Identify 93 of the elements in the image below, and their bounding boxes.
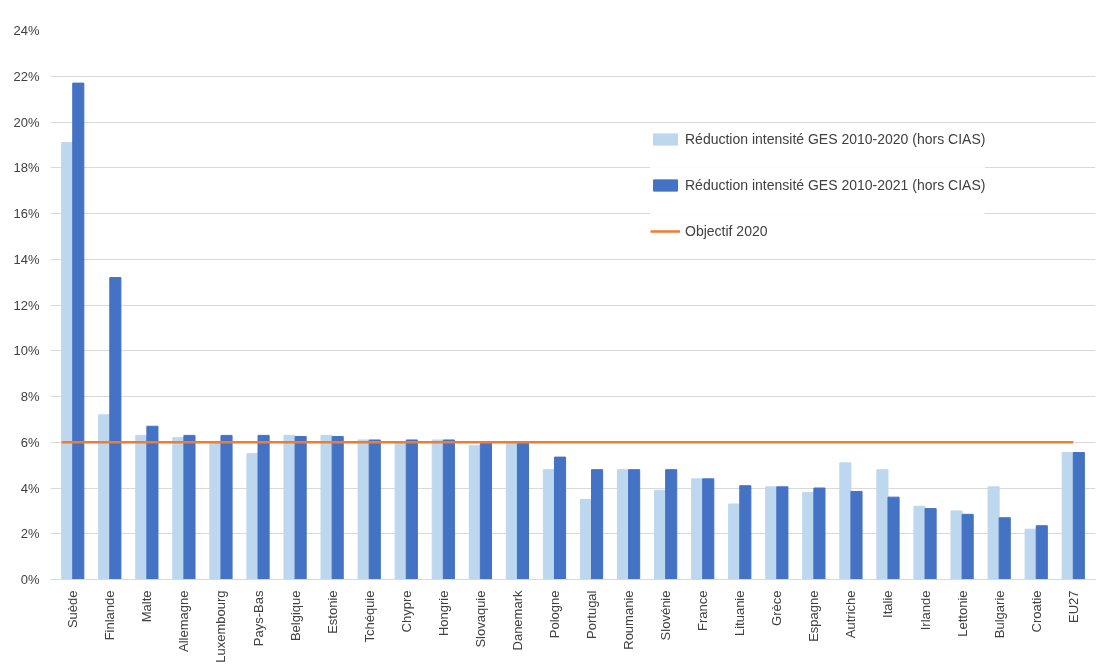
x-tick-label: Slovaquie [472,590,488,648]
bar [739,485,752,580]
x-tick-label: Roumanie [621,590,637,650]
bar [579,498,593,580]
bar [616,469,630,580]
bar [813,487,826,580]
x-tick-label: Slovénie [658,590,674,641]
bar [950,510,963,580]
y-tick-label: 0% [20,572,40,587]
x-tick-label: France [695,590,711,631]
bar [61,142,74,580]
bar [368,439,381,580]
bar [1035,525,1048,580]
bar [691,478,704,580]
x-tick-label: Grèce [769,590,785,626]
bar [628,469,641,580]
x-tick-label: Portugal [584,590,600,639]
bar [924,508,937,580]
y-tick-label: 2% [20,526,40,542]
bar [357,439,370,580]
y-tick-label: 4% [20,480,40,496]
x-tick-label: Autriche [843,590,859,639]
bar [998,517,1011,580]
x-tick-label: Croatie [1028,590,1044,633]
bar [257,434,270,580]
bar [542,469,555,580]
x-tick-label: EU27 [1065,590,1081,624]
x-tick-label: Finlande [102,590,118,641]
bar [146,425,159,580]
bar [479,442,492,580]
bar [1061,452,1074,580]
bar [331,436,344,580]
bar [702,478,715,580]
bar [220,434,233,580]
y-tick-label: 12% [13,297,40,313]
bar [1024,528,1037,580]
bar [468,445,481,580]
x-tick-label: Lituanie [732,590,748,637]
bar [765,486,778,580]
bar [516,442,530,580]
bar [1072,452,1085,580]
bar [728,503,741,580]
bar [961,513,974,580]
x-tick-label: Bulgarie [991,590,1007,639]
bar [776,486,789,580]
x-tick-label: Italie [880,590,896,618]
bar [876,469,889,580]
x-tick-label: Pologne [546,590,562,639]
y-tick-label: 22% [13,68,40,84]
legend-label: Réduction intensité GES 2010-2020 (hors CIAS) [685,131,986,147]
bar [246,453,259,580]
x-tick-label: Pays-Bas [250,590,266,647]
x-tick-label: Lettonie [954,590,970,637]
x-tick-label: Luxembourg [213,590,229,663]
bar [850,490,863,580]
bar [913,505,926,580]
x-tick-label: Irlande [917,590,933,631]
bar [591,469,604,580]
y-tick-label: 14% [13,251,40,267]
y-tick-label: 10% [13,343,40,359]
bar [294,436,307,580]
legend-label: Objectif 2020 [685,223,768,239]
x-tick-label: Chypre [398,590,414,633]
legend-label: Réduction intensité GES 2010-2021 (hors CIAS) [685,177,986,193]
bar [802,492,815,580]
bar [183,434,196,580]
bar [553,456,567,580]
x-tick-label: Espagne [806,590,822,642]
bar [839,462,852,580]
bar [505,442,518,580]
y-tick-label: 6% [20,434,40,450]
bar [654,489,667,580]
x-tick-label: Malte [139,590,155,623]
x-tick-label: Estonie [324,590,340,634]
y-tick-label: 20% [13,114,40,130]
bar [109,277,122,580]
bar [665,469,678,580]
x-tick-label: Tchéquie [361,590,377,643]
bar [987,486,1000,580]
y-tick-label: 16% [13,206,40,221]
y-tick-label: 8% [20,389,40,404]
bar [887,496,900,580]
x-tick-label: Danemark [509,590,525,651]
x-tick-label: Suède [65,590,81,629]
bar [405,439,418,580]
bar [72,82,85,580]
y-tick-label: 24% [13,23,40,38]
bar [442,439,455,580]
y-tick-label: 18% [13,160,40,176]
x-tick-label: Hongrie [435,590,451,637]
x-tick-label: Allemagne [176,590,192,652]
x-tick-label: Belgique [287,590,303,642]
bar [394,441,407,580]
